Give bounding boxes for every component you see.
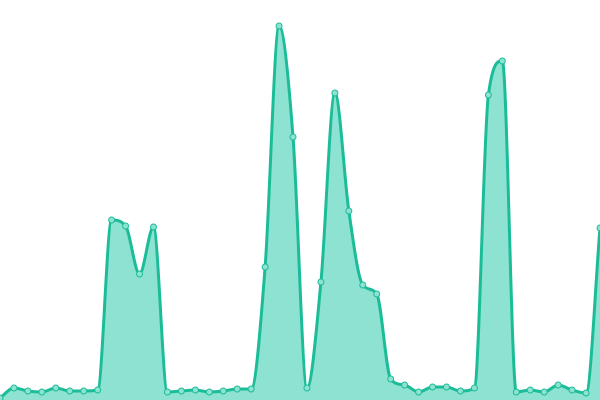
data-point-3 bbox=[38, 388, 46, 396]
data-point-33 bbox=[456, 387, 464, 395]
data-point-14 bbox=[191, 386, 199, 394]
data-point-42 bbox=[582, 389, 590, 397]
data-point-31 bbox=[429, 383, 437, 391]
data-point-10 bbox=[136, 270, 144, 278]
data-point-23 bbox=[317, 278, 325, 286]
data-point-38 bbox=[526, 386, 534, 394]
data-point-17 bbox=[233, 385, 241, 393]
data-point-29 bbox=[401, 381, 409, 389]
data-point-35 bbox=[484, 91, 492, 99]
data-point-1 bbox=[10, 384, 18, 392]
data-point-9 bbox=[122, 222, 130, 230]
data-point-18 bbox=[247, 385, 255, 393]
data-point-13 bbox=[177, 387, 185, 395]
series-area-fill bbox=[0, 26, 600, 400]
data-point-21 bbox=[289, 133, 297, 141]
data-point-41 bbox=[568, 386, 576, 394]
data-point-27 bbox=[373, 290, 381, 298]
data-point-24 bbox=[331, 89, 339, 97]
data-point-12 bbox=[163, 388, 171, 396]
data-point-11 bbox=[149, 223, 157, 231]
data-points bbox=[0, 22, 600, 400]
data-point-39 bbox=[540, 388, 548, 396]
data-point-16 bbox=[219, 387, 227, 395]
data-point-19 bbox=[261, 263, 269, 271]
data-point-5 bbox=[66, 387, 74, 395]
data-point-36 bbox=[498, 57, 506, 65]
data-point-40 bbox=[554, 381, 562, 389]
data-point-0 bbox=[0, 394, 4, 400]
data-point-22 bbox=[303, 384, 311, 392]
data-point-25 bbox=[345, 207, 353, 215]
data-point-26 bbox=[359, 281, 367, 289]
data-point-30 bbox=[415, 388, 423, 396]
data-point-37 bbox=[512, 388, 520, 396]
data-point-8 bbox=[108, 216, 116, 224]
data-point-15 bbox=[205, 388, 213, 396]
data-point-2 bbox=[24, 387, 32, 395]
data-point-28 bbox=[387, 375, 395, 383]
data-point-20 bbox=[275, 22, 283, 30]
data-point-43 bbox=[596, 224, 600, 232]
data-point-4 bbox=[52, 384, 60, 392]
data-point-34 bbox=[470, 384, 478, 392]
data-point-32 bbox=[443, 383, 451, 391]
data-point-6 bbox=[80, 387, 88, 395]
data-point-7 bbox=[94, 386, 102, 394]
